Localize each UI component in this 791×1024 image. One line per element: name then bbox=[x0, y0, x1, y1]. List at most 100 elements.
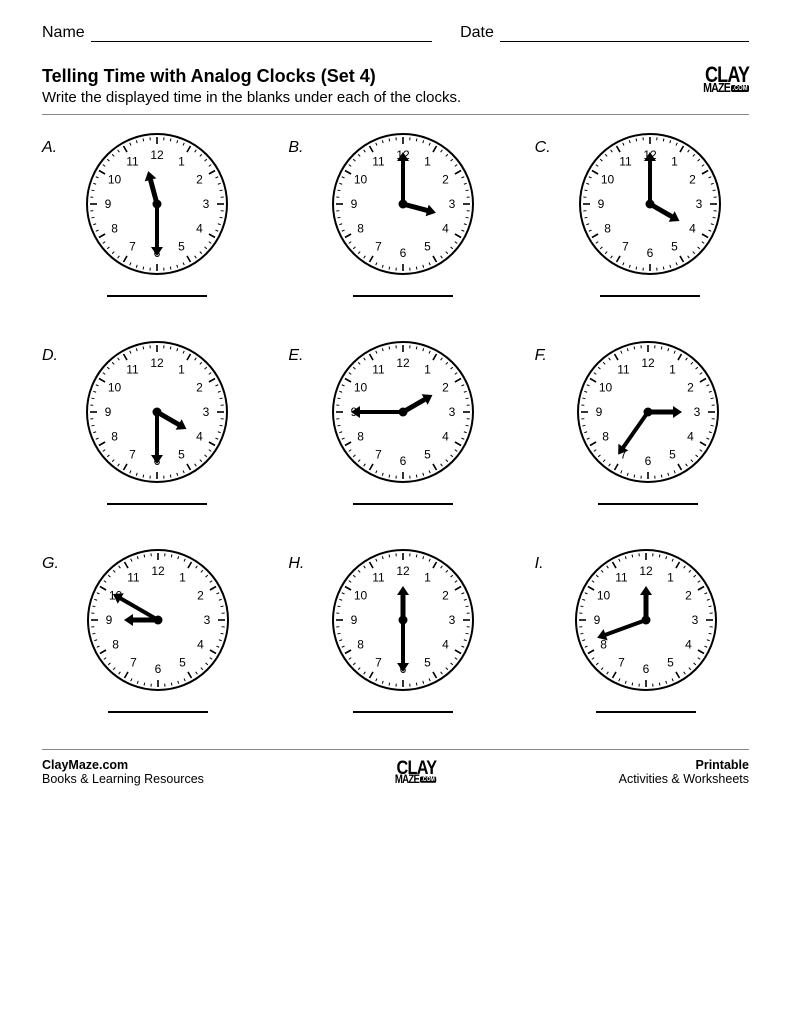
answer-blank[interactable] bbox=[107, 503, 207, 505]
answer-blank[interactable] bbox=[600, 295, 700, 297]
svg-text:7: 7 bbox=[129, 239, 136, 253]
clock-label: C. bbox=[535, 139, 551, 157]
instructions-text: Write the displayed time in the blanks u… bbox=[42, 89, 461, 106]
svg-text:3: 3 bbox=[449, 405, 456, 419]
svg-text:11: 11 bbox=[373, 571, 386, 585]
svg-text:8: 8 bbox=[112, 638, 119, 652]
svg-text:4: 4 bbox=[442, 430, 449, 444]
svg-text:10: 10 bbox=[108, 381, 122, 395]
footer-logo: CLAY MAZE.COM bbox=[383, 758, 439, 785]
answer-blank[interactable] bbox=[108, 711, 208, 713]
answer-blank[interactable] bbox=[353, 295, 453, 297]
svg-text:10: 10 bbox=[599, 381, 613, 395]
name-blank-line[interactable] bbox=[91, 24, 432, 42]
svg-text:2: 2 bbox=[689, 173, 696, 187]
svg-text:1: 1 bbox=[178, 155, 185, 169]
svg-text:11: 11 bbox=[126, 363, 139, 377]
svg-text:9: 9 bbox=[597, 197, 604, 211]
svg-text:11: 11 bbox=[619, 155, 632, 169]
svg-text:9: 9 bbox=[351, 197, 358, 211]
svg-text:2: 2 bbox=[442, 173, 449, 187]
svg-text:10: 10 bbox=[354, 589, 368, 603]
clock-label: B. bbox=[288, 139, 303, 157]
svg-text:10: 10 bbox=[108, 173, 122, 187]
clock-cell: A. 123456789101112 bbox=[42, 133, 256, 297]
svg-text:12: 12 bbox=[397, 564, 411, 578]
svg-text:4: 4 bbox=[442, 222, 449, 236]
svg-text:8: 8 bbox=[357, 222, 364, 236]
svg-text:9: 9 bbox=[104, 197, 111, 211]
name-field: Name bbox=[42, 24, 432, 42]
svg-text:5: 5 bbox=[424, 239, 431, 253]
svg-text:2: 2 bbox=[196, 381, 203, 395]
svg-text:2: 2 bbox=[443, 589, 450, 603]
svg-text:10: 10 bbox=[601, 173, 615, 187]
svg-text:8: 8 bbox=[604, 222, 611, 236]
svg-text:1: 1 bbox=[669, 363, 676, 377]
svg-text:5: 5 bbox=[671, 239, 678, 253]
clock-cell: D. 123456789101112 bbox=[42, 341, 256, 505]
svg-text:12: 12 bbox=[150, 148, 164, 162]
svg-text:6: 6 bbox=[400, 454, 407, 468]
svg-text:8: 8 bbox=[602, 430, 609, 444]
footer-right: Printable Activities & Worksheets bbox=[619, 758, 749, 786]
clock-cell: F. 123456789101112 bbox=[535, 341, 749, 505]
answer-blank[interactable] bbox=[353, 711, 453, 713]
svg-text:3: 3 bbox=[694, 405, 701, 419]
date-field: Date bbox=[460, 24, 749, 42]
svg-text:4: 4 bbox=[196, 222, 203, 236]
clock-grid: A. 123456789101112 B. 123456789101112 C.… bbox=[42, 133, 749, 713]
svg-text:5: 5 bbox=[425, 655, 432, 669]
svg-text:6: 6 bbox=[645, 454, 652, 468]
svg-text:3: 3 bbox=[449, 613, 456, 627]
svg-text:4: 4 bbox=[689, 222, 696, 236]
svg-text:6: 6 bbox=[400, 246, 407, 260]
clock-cell: E. 123456789101112 bbox=[288, 341, 502, 505]
clock-cell: H. 123456789101112 bbox=[288, 549, 502, 713]
footer-printable: Printable bbox=[619, 758, 749, 772]
svg-text:7: 7 bbox=[130, 655, 137, 669]
svg-text:5: 5 bbox=[424, 447, 431, 461]
svg-text:12: 12 bbox=[396, 356, 410, 370]
title-row: Telling Time with Analog Clocks (Set 4) … bbox=[42, 66, 749, 106]
svg-text:10: 10 bbox=[597, 589, 611, 603]
answer-blank[interactable] bbox=[598, 503, 698, 505]
svg-text:7: 7 bbox=[622, 239, 629, 253]
svg-text:9: 9 bbox=[596, 405, 603, 419]
svg-text:6: 6 bbox=[646, 246, 653, 260]
svg-text:7: 7 bbox=[375, 447, 382, 461]
answer-blank[interactable] bbox=[596, 711, 696, 713]
svg-text:9: 9 bbox=[105, 613, 112, 627]
svg-text:7: 7 bbox=[375, 239, 382, 253]
svg-text:9: 9 bbox=[105, 405, 112, 419]
worksheet-title: Telling Time with Analog Clocks (Set 4) bbox=[42, 66, 461, 87]
svg-text:2: 2 bbox=[196, 173, 203, 187]
svg-text:1: 1 bbox=[424, 363, 431, 377]
clock-cell: B. 123456789101112 bbox=[288, 133, 502, 297]
clock-face: 123456789101112 bbox=[551, 133, 749, 297]
svg-text:1: 1 bbox=[425, 571, 432, 585]
svg-text:12: 12 bbox=[640, 564, 654, 578]
clock-face: 123456789101112 bbox=[303, 133, 502, 297]
svg-text:4: 4 bbox=[197, 638, 204, 652]
svg-text:3: 3 bbox=[203, 405, 210, 419]
logo-top-right: CLAY MAZE.COM bbox=[693, 66, 749, 93]
svg-text:1: 1 bbox=[178, 363, 185, 377]
clock-cell: G. 123456789101112 bbox=[42, 549, 256, 713]
answer-blank[interactable] bbox=[353, 503, 453, 505]
clock-label: A. bbox=[42, 139, 57, 157]
clock-face: 123456789101112 bbox=[544, 549, 749, 713]
answer-blank[interactable] bbox=[107, 295, 207, 297]
clock-cell: I. 123456789101112 bbox=[535, 549, 749, 713]
svg-text:4: 4 bbox=[443, 638, 450, 652]
date-label: Date bbox=[460, 24, 494, 42]
clock-face: 123456789101112 bbox=[304, 549, 502, 713]
svg-text:5: 5 bbox=[669, 447, 676, 461]
date-blank-line[interactable] bbox=[500, 24, 749, 42]
svg-text:5: 5 bbox=[179, 655, 186, 669]
svg-text:9: 9 bbox=[594, 613, 601, 627]
footer-left: ClayMaze.com Books & Learning Resources bbox=[42, 758, 204, 786]
clock-face: 123456789101112 bbox=[59, 549, 256, 713]
svg-text:3: 3 bbox=[695, 197, 702, 211]
svg-text:11: 11 bbox=[127, 571, 140, 585]
